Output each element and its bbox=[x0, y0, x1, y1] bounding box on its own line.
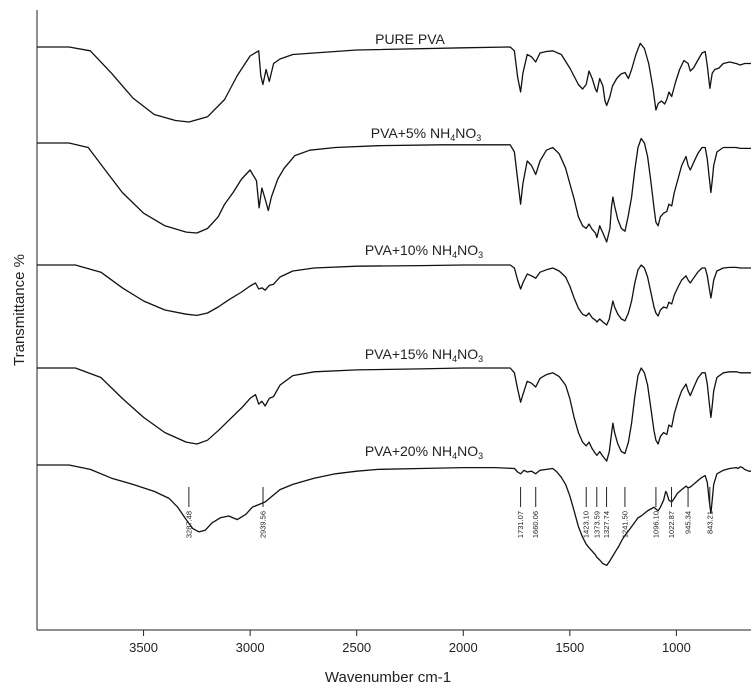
peak-label-11: 945.34 bbox=[684, 511, 693, 534]
peak-label-1: 3287.48 bbox=[184, 511, 193, 538]
x-tick-layer: 3500 3000 2500 2000 1500 1000 bbox=[129, 630, 691, 655]
series-label-layer: PURE PVA PVA+5% NH4NO3 PVA+10% NH4NO3 PVA+1… bbox=[365, 31, 483, 461]
x-tick-label-5: 1500 bbox=[555, 640, 584, 655]
x-tick-label-4: 2000 bbox=[449, 640, 478, 655]
series-line-1 bbox=[37, 42, 751, 123]
x-tick-label-3: 2500 bbox=[342, 640, 371, 655]
x-tick-label-2: 3000 bbox=[236, 640, 265, 655]
series-line-5 bbox=[37, 464, 751, 566]
x-tick-label-1: 3500 bbox=[129, 640, 158, 655]
peak-label-5: 1423.10 bbox=[582, 511, 591, 538]
peak-marker-layer: 3287.48 2939.56 1731.07 1660.06 1423.10 1373.… bbox=[184, 487, 714, 538]
peak-label-12: 843.21 bbox=[705, 511, 714, 534]
series-layer bbox=[37, 42, 751, 566]
peak-label-10: 1022.87 bbox=[667, 511, 676, 538]
peak-label-9: 1096.10 bbox=[651, 511, 660, 538]
peak-label-6: 1373.59 bbox=[592, 511, 601, 538]
series-line-2 bbox=[37, 137, 751, 243]
peak-label-7: 1327.74 bbox=[602, 511, 611, 538]
series-line-3 bbox=[37, 264, 751, 326]
peak-label-2: 2939.56 bbox=[259, 511, 268, 538]
y-axis-label: Transmittance % bbox=[11, 254, 28, 366]
series-label-2: PVA+5% NH4NO3 bbox=[371, 125, 482, 143]
series-line-4 bbox=[37, 367, 751, 462]
series-label-4: PVA+15% NH4NO3 bbox=[365, 346, 483, 364]
series-label-3: PVA+10% NH4NO3 bbox=[365, 242, 483, 260]
x-tick-label-6: 1000 bbox=[662, 640, 691, 655]
series-label-5: PVA+20% NH4NO3 bbox=[365, 443, 483, 461]
plot-frame bbox=[36, 10, 751, 631]
x-axis-label: Wavenumber cm-1 bbox=[325, 669, 451, 686]
peak-label-8: 1241.50 bbox=[620, 511, 629, 538]
series-label-1: PURE PVA bbox=[375, 31, 445, 47]
peak-label-4: 1660.06 bbox=[531, 511, 540, 538]
peak-label-3: 1731.07 bbox=[516, 511, 525, 538]
